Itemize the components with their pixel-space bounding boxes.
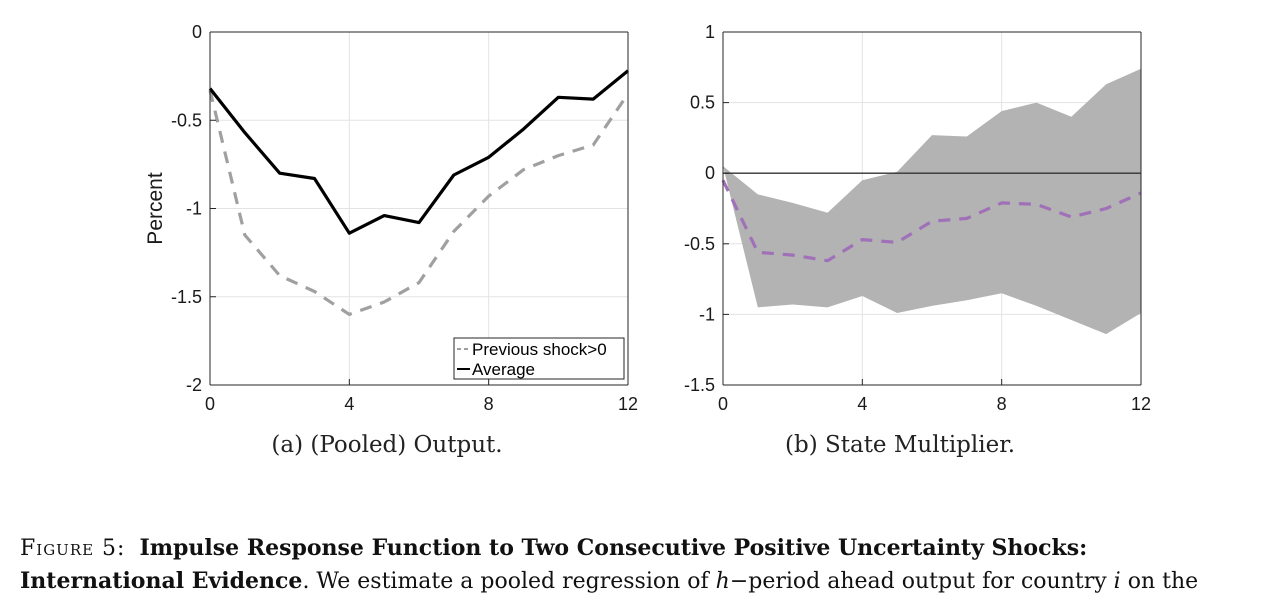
- caption-text-b: −period ahead output for country: [729, 569, 1114, 594]
- y-tick-label: -2: [186, 375, 202, 395]
- confidence-band: [723, 68, 1141, 335]
- x-tick-label: 4: [857, 394, 867, 414]
- y-tick-label: -0.5: [684, 234, 715, 254]
- figure-caption-line-1: Figure 5: Impulse Response Function to T…: [20, 535, 1266, 561]
- chart-state-multiplier: 0 4 8 12 1 0.5 0 -0.5 -1 -1.5: [684, 22, 1151, 414]
- figure-label: Figure 5:: [20, 536, 126, 561]
- legend-box: [453, 337, 625, 380]
- subcaption-b: (b) State Multiplier.: [785, 432, 1015, 458]
- caption-var-i: i: [1113, 569, 1121, 594]
- x-tick-label: 12: [1131, 394, 1151, 414]
- caption-text-a: . We estimate a pooled regression of: [302, 569, 716, 594]
- figure-title-part1: Impulse Response Function to Two Consecu…: [139, 535, 1088, 561]
- x-tick-label: 0: [718, 394, 728, 414]
- x-tick-label: 8: [484, 394, 494, 414]
- y-tick-label: -1.5: [684, 375, 715, 395]
- y-tick-label: -1: [699, 304, 715, 324]
- x-tick-label: 4: [344, 394, 354, 414]
- subcaption-a: (a) (Pooled) Output.: [271, 432, 502, 458]
- y-tick-label: 0: [705, 163, 715, 183]
- caption-var-h: h: [715, 569, 730, 594]
- y-tick-label: 0: [192, 22, 202, 42]
- figure-title-part2: International Evidence: [20, 568, 303, 594]
- x-tick-label: 8: [997, 394, 1007, 414]
- series-line-2: [208, 69, 630, 235]
- y-tick-label: -1: [186, 199, 202, 219]
- y-tick-label: -1.5: [171, 287, 202, 307]
- legend-entry: Average: [472, 360, 535, 379]
- x-tick-label: 0: [205, 394, 215, 414]
- y-axis-label: Percent: [144, 172, 167, 245]
- series-line-1: [721, 179, 1142, 263]
- caption-text-c: on the: [1120, 569, 1199, 594]
- y-tick-label: 1: [705, 22, 715, 42]
- figure-caption-line-2: International Evidence. We estimate a po…: [20, 568, 1266, 594]
- series-line-1: [208, 89, 630, 316]
- x-tick-label: 12: [618, 394, 638, 414]
- legend-entry: Previous shock>0: [472, 340, 607, 359]
- chart-pooled-output: 0 4 8 12 0 -0.5 -1 -1.5 -2 Percent Previous shock>…: [144, 22, 638, 414]
- y-tick-label: -0.5: [171, 110, 202, 130]
- y-tick-label: 0.5: [690, 93, 715, 113]
